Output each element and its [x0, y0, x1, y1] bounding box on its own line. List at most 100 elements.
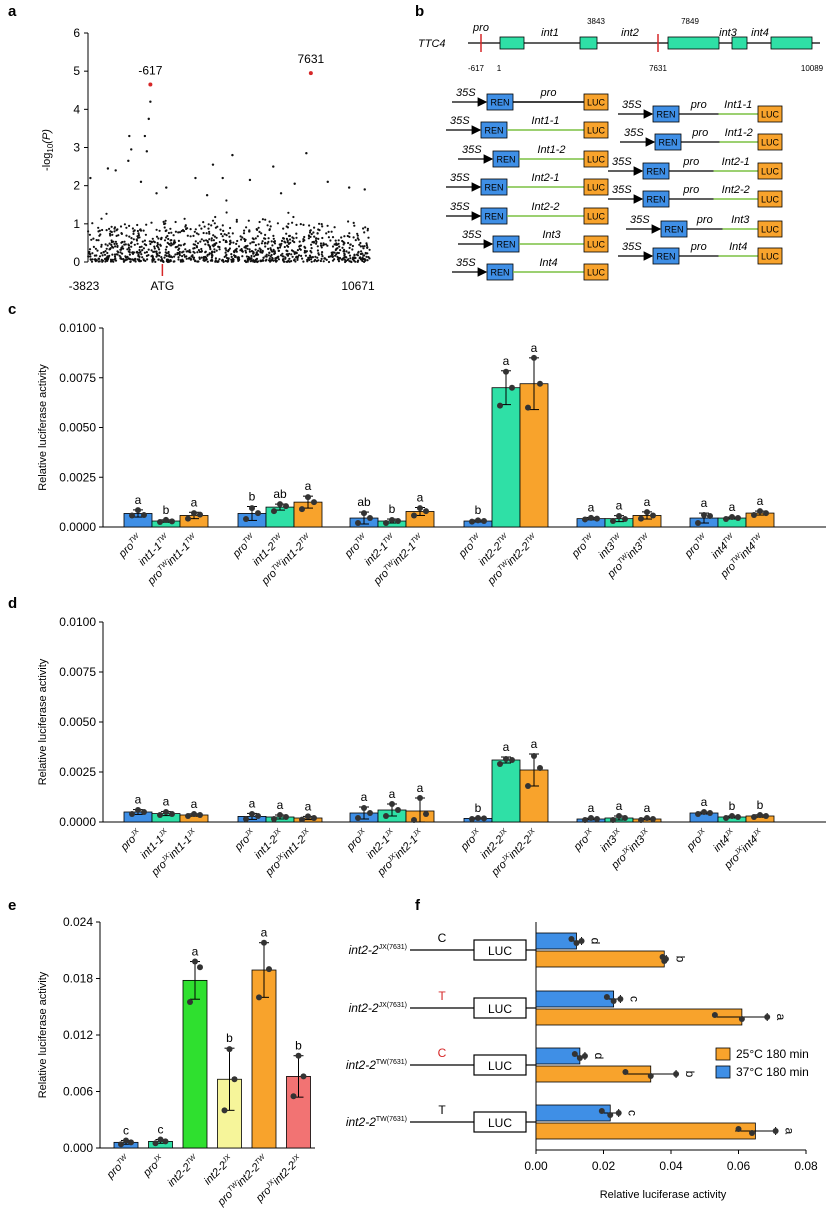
bar-37c — [535, 990, 615, 1008]
fragment-label: Int1-1 — [724, 99, 752, 111]
snp-point — [144, 233, 147, 236]
snp-point — [244, 259, 247, 262]
snp-point — [141, 249, 144, 252]
snp-point — [291, 221, 294, 224]
snp-point — [347, 241, 350, 245]
data-point — [283, 814, 289, 820]
snp-point — [313, 226, 316, 229]
significance-letter: a — [503, 354, 510, 368]
bar-25c — [535, 1008, 743, 1026]
snp-point — [150, 249, 153, 252]
snp-point — [348, 254, 352, 257]
luc-box — [757, 220, 783, 238]
data-point — [299, 506, 305, 513]
snp-point — [161, 259, 164, 262]
snp-point — [244, 246, 247, 249]
snp-point — [262, 256, 265, 259]
snp-point — [272, 248, 275, 251]
snp-point — [207, 227, 210, 230]
snp-point-peak — [147, 117, 150, 121]
data-point — [650, 816, 656, 822]
snp-point — [148, 240, 151, 243]
snp-point — [298, 245, 301, 248]
snp-point — [267, 237, 270, 240]
data-point — [249, 505, 255, 512]
snp-point — [315, 240, 318, 243]
significance-letter: a — [531, 341, 538, 355]
snp-point — [177, 239, 180, 242]
snp-point — [163, 222, 166, 226]
snp-point — [101, 254, 104, 257]
data-point — [622, 1069, 629, 1075]
snp-point — [213, 243, 216, 246]
snp-point — [155, 228, 158, 231]
data-point — [729, 514, 735, 521]
data-point — [735, 1126, 742, 1132]
y-axis-label: -log10(P) — [41, 129, 55, 171]
data-point — [594, 816, 600, 822]
snp-point — [337, 260, 341, 263]
snp-point — [111, 253, 114, 256]
snp-point — [246, 244, 249, 247]
snp-point — [273, 242, 277, 245]
snp-point — [303, 245, 306, 248]
snp-point — [240, 238, 243, 241]
snp-point — [142, 229, 145, 232]
snp-point — [206, 241, 209, 244]
snp-point — [93, 254, 96, 257]
snp-point — [292, 215, 295, 219]
data-point — [475, 517, 481, 524]
snp-point — [254, 253, 257, 256]
snp-point — [174, 230, 177, 233]
snp-point — [361, 245, 364, 248]
snp-point — [170, 244, 173, 247]
snp-point — [213, 222, 216, 225]
snp-point — [177, 231, 180, 234]
category-label: proJX — [571, 827, 597, 853]
data-point — [469, 816, 475, 822]
snp-point — [136, 258, 139, 261]
snp-point — [231, 232, 234, 235]
construct-name: int2-2 — [346, 1058, 376, 1072]
snp-point — [229, 226, 232, 230]
snp-point — [338, 245, 341, 248]
snp-point — [265, 255, 268, 258]
snp-point — [214, 259, 217, 262]
promoter-label: 35S — [630, 214, 650, 226]
snp-point — [214, 215, 217, 219]
data-point — [169, 811, 175, 817]
snp-point — [281, 252, 284, 255]
snp-point — [169, 239, 172, 242]
snp-point — [288, 257, 291, 260]
data-point — [243, 516, 249, 523]
data-point — [277, 812, 283, 818]
snp-point — [218, 246, 221, 249]
snp-point — [265, 253, 268, 256]
snp-point — [314, 255, 317, 258]
luc-label: LUC — [488, 1059, 512, 1073]
luciferase-chart-tw: 0.0000 0.0025 0.0050 0.0075 0.0100 Relative l… — [37, 321, 826, 588]
snp-point — [113, 242, 116, 245]
snp-point — [285, 237, 288, 240]
snp-point — [268, 228, 271, 231]
bar — [217, 1078, 242, 1149]
snp-point — [110, 239, 113, 242]
snp-point — [214, 257, 217, 260]
snp-point — [248, 230, 251, 233]
snp-point — [244, 251, 248, 254]
snp-point — [219, 228, 222, 231]
label-sup-2: JX — [638, 827, 650, 839]
snp-point — [269, 225, 272, 228]
snp-point — [208, 238, 211, 241]
snp-point — [202, 221, 205, 224]
snp-point — [151, 237, 154, 240]
snp-point — [113, 255, 117, 258]
label-sup: JX — [620, 846, 632, 858]
snp-point — [112, 240, 115, 243]
bar-25c — [535, 950, 665, 968]
significance-letter: a — [616, 799, 623, 813]
snp-point — [153, 250, 156, 253]
category-label: int2-2TW — [165, 1153, 202, 1190]
ren-label: REN — [664, 225, 683, 235]
